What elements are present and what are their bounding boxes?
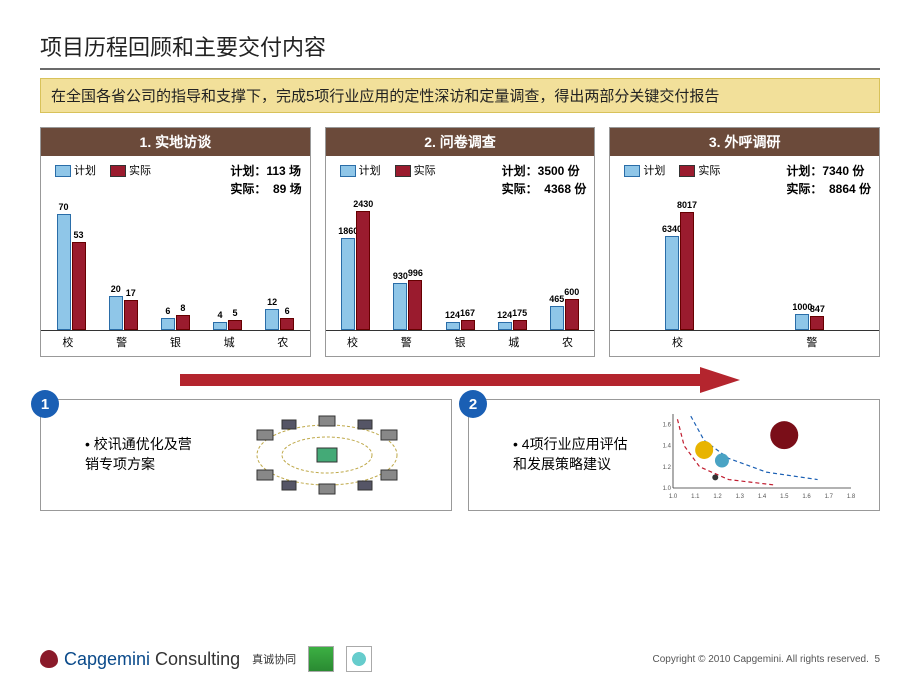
chinamobile-logo-icon: [346, 646, 372, 672]
copyright: Copyright © 2010 Capgemini. All rights r…: [653, 654, 881, 665]
network-diagram: [215, 410, 439, 500]
svg-text:1.1: 1.1: [691, 494, 700, 500]
capgemini-logo-icon: [40, 650, 58, 668]
svg-text:1.0: 1.0: [669, 494, 678, 500]
svg-text:1.4: 1.4: [663, 444, 672, 450]
expo-logo-icon: [308, 646, 334, 672]
svg-text:1.6: 1.6: [663, 423, 672, 429]
bar-chart: 634080171000847: [610, 180, 879, 330]
panel-head: 1. 实地访谈: [41, 128, 310, 156]
brand-tagline: 真诚协同: [252, 651, 296, 667]
panel-2: 2. 问卷调查计划实际计划：3500 份实际： 4368 份1860243093…: [325, 127, 596, 357]
output-box-1: 1 • 校讯通优化及营销专项方案: [40, 399, 452, 511]
svg-text:1.4: 1.4: [758, 494, 767, 500]
output-badge-1: 1: [31, 390, 59, 418]
panel-1: 1. 实地访谈计划实际计划：113 场实际： 89 场7053201768451…: [40, 127, 311, 357]
svg-text:1.2: 1.2: [713, 494, 722, 500]
page-title: 项目历程回顾和主要交付内容: [40, 30, 880, 62]
bar-chart: 705320176845126: [41, 180, 310, 330]
output-text-2: • 4项行业应用评估和发展策略建议: [513, 435, 633, 474]
title-rule: [40, 68, 880, 70]
output-text-1: • 校讯通优化及营销专项方案: [85, 435, 205, 474]
x-axis-labels: 校警银城农: [326, 330, 595, 350]
panel-head: 2. 问卷调查: [326, 128, 595, 156]
flow-arrow-row: [40, 367, 880, 393]
output-box-2: 2 • 4项行业应用评估和发展策略建议 1.01.11.21.31.41.51.…: [468, 399, 880, 511]
flow-arrow: [180, 367, 740, 393]
brand-block: Capgemini Consulting 真诚协同: [40, 646, 372, 672]
panel-head: 3. 外呼调研: [610, 128, 879, 156]
output-badge-2: 2: [459, 390, 487, 418]
bar-chart: 18602430930996124167124175465600: [326, 180, 595, 330]
x-axis-labels: 校警银城农: [41, 330, 310, 350]
svg-text:1.2: 1.2: [663, 465, 672, 471]
scatter-chart: 1.0 1.1 1.2 1.3 1.4 1.5 1.6 1.7 1.8 1.0 1.2 1.4 1.6: [643, 410, 867, 500]
brand-name: Capgemini Consulting: [64, 649, 240, 670]
svg-text:1.5: 1.5: [780, 494, 789, 500]
footer: Capgemini Consulting 真诚协同 Copyright © 20…: [40, 646, 880, 672]
x-axis-labels: 校警: [610, 330, 879, 350]
summary-banner: 在全国各省公司的指导和支撑下，完成5项行业应用的定性深访和定量调查，得出两部分关…: [40, 78, 880, 113]
svg-text:1.8: 1.8: [847, 494, 856, 500]
svg-text:1.0: 1.0: [663, 486, 672, 492]
panel-3: 3. 外呼调研计划实际计划：7340 份实际： 8864 份6340801710…: [609, 127, 880, 357]
svg-text:1.6: 1.6: [802, 494, 811, 500]
svg-text:1.3: 1.3: [736, 494, 745, 500]
svg-text:1.7: 1.7: [825, 494, 834, 500]
